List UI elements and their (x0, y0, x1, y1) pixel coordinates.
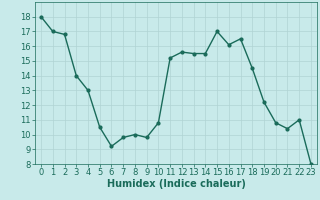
X-axis label: Humidex (Indice chaleur): Humidex (Indice chaleur) (107, 179, 245, 189)
